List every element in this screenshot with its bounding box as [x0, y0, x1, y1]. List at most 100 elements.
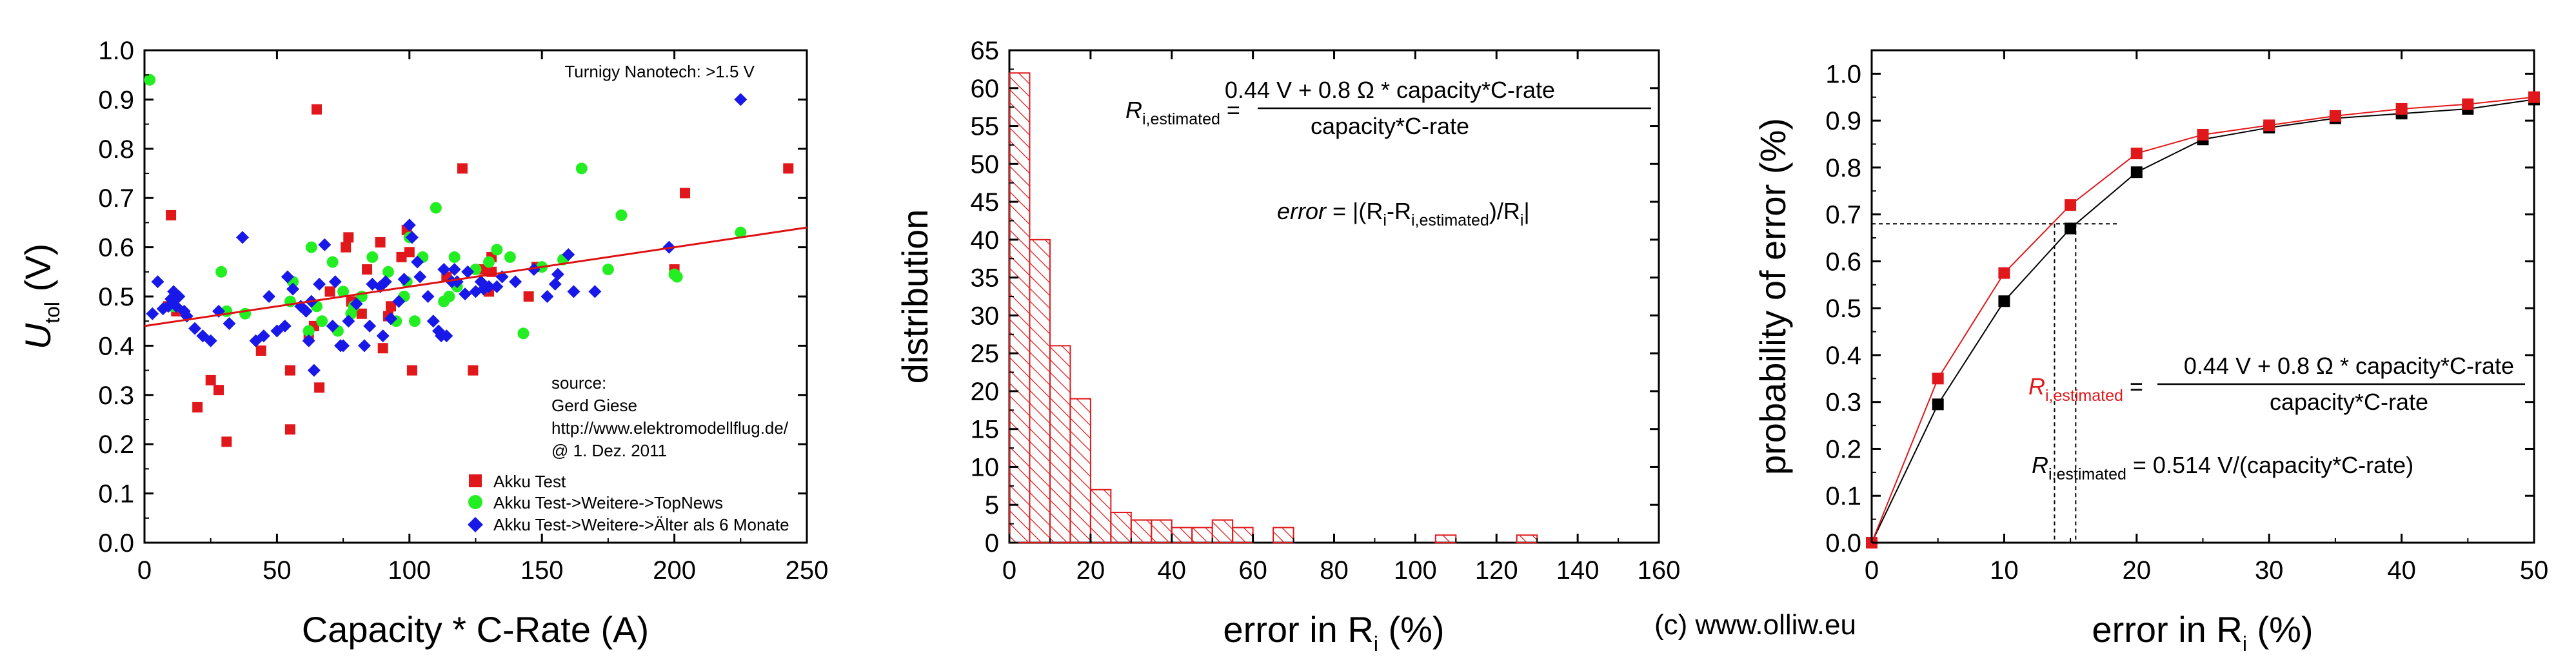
x-tick-label: 0: [1865, 556, 1879, 585]
data-point-red: [341, 242, 352, 253]
formula-denominator: capacity*C-rate: [1311, 113, 1469, 139]
x-axis-label: error in Ri (%): [2092, 609, 2313, 655]
data-point-blue: [397, 273, 411, 286]
data-point-red: [404, 247, 415, 258]
histogram-bar: [1516, 534, 1538, 544]
data-point-green: [144, 73, 156, 86]
y-tick-label: 25: [971, 340, 1000, 368]
data-point-green: [382, 266, 394, 278]
data-point-green: [602, 263, 614, 275]
data-point-green: [735, 226, 747, 238]
data-point-blue: [413, 270, 427, 284]
data-point-blue: [307, 364, 321, 377]
legend-label: Akku Test->Weitere->TopNews: [493, 493, 723, 512]
x-axis-label: error in Ri (%): [1223, 609, 1444, 655]
data-point-blue: [146, 307, 159, 320]
x-tick-label: 200: [653, 556, 696, 585]
data-point-blue: [235, 231, 249, 244]
axes: 0 10 20 30 40 50 0.0 0.1 0.2 0.3 0.4 0.5 0.6 0.7 0.8 0.…: [1825, 50, 2548, 585]
data-point-black: [1998, 295, 2010, 307]
y-tick-label: 0.3: [98, 382, 134, 410]
data-point-red: [324, 286, 335, 297]
formula-numerator: 0.44 V + 0.8 Ω * capacity*C-rate: [2184, 353, 2514, 379]
data-point-green: [302, 325, 315, 337]
data-point-red: [284, 424, 295, 435]
x-tick-label: 10: [1990, 556, 2019, 585]
fit-line: [144, 226, 807, 327]
data-point-red: [2065, 199, 2077, 211]
data-point-blue: [278, 319, 292, 333]
y-tick-label: 10: [971, 453, 1000, 481]
data-point-blue: [156, 302, 170, 316]
y-tick-label: 0.5: [98, 283, 134, 311]
histogram-bar: [1110, 511, 1132, 544]
data-point-black: [2065, 222, 2077, 235]
data-point-blue: [172, 290, 186, 303]
data-point-red: [375, 237, 386, 248]
data-point-blue: [551, 267, 564, 281]
x-tick-label: 140: [1556, 556, 1600, 585]
data-point-red: [255, 345, 266, 356]
data-point-blue: [405, 231, 419, 244]
data-point-green: [305, 241, 317, 253]
data-point-blue: [379, 275, 392, 289]
data-point-red: [2130, 148, 2143, 160]
data-point-red: [2395, 102, 2408, 115]
data-point-blue: [440, 329, 453, 343]
data-point-blue: [151, 275, 164, 289]
x-tick-label: 100: [388, 556, 431, 585]
data-point-blue: [188, 322, 202, 335]
data-point-blue: [490, 280, 504, 293]
data-point-red: [2329, 110, 2341, 122]
data-point-green: [430, 202, 442, 214]
data-point-green: [443, 291, 455, 302]
histogram-bar: [1171, 527, 1193, 544]
data-point-red: [457, 163, 468, 174]
data-point-blue: [302, 334, 315, 347]
data-point-blue: [326, 319, 339, 333]
data-point-green: [517, 327, 530, 340]
axes: 0 20 40 60 80 100 120 140 160 0 5 10 15 20 25 30 35 40 45 5…: [971, 37, 1681, 585]
chart-error-distribution: 0 20 40 60 80 100 120 140 160 0 5 10 15 20 25 30 35 40 45 5…: [895, 37, 1680, 655]
data-point-blue: [411, 255, 424, 269]
data-point-blue: [540, 290, 554, 303]
data-point-blue: [384, 312, 398, 325]
histogram-bar: [1049, 345, 1071, 544]
y-tick-label: 0.7: [98, 184, 134, 213]
data-point-red: [362, 264, 373, 275]
formula-lhs: Ri,estimated =: [2028, 373, 2143, 405]
data-point-blue: [263, 290, 276, 303]
x-tick-label: 20: [1076, 556, 1105, 585]
source-line: source:: [551, 373, 606, 393]
histogram-bar: [1089, 489, 1112, 544]
data-point-red: [377, 343, 388, 354]
data-point-red: [2263, 119, 2275, 131]
data-point-red: [523, 291, 534, 302]
data-point-blue: [482, 280, 496, 293]
data-point-red: [406, 365, 417, 376]
y-tick-label: 0.2: [98, 431, 134, 459]
series-lines: [1866, 91, 2540, 548]
legend-marker-green: [468, 495, 482, 509]
data-point-green: [316, 315, 328, 327]
y-tick-label: 1.0: [98, 37, 134, 65]
y-tick-label: 0.2: [1825, 435, 1861, 463]
histogram-bar: [1273, 527, 1294, 544]
formula-lhs: Ri,estimated =: [1125, 97, 1240, 128]
source-line: Gerd Giese: [551, 396, 637, 415]
data-point-blue: [421, 290, 435, 303]
formula-denominator: capacity*C-rate: [2270, 389, 2428, 415]
y-tick-label: 30: [971, 302, 1000, 330]
y-tick-label: 0.6: [1825, 248, 1861, 276]
y-tick-label: 0.0: [1825, 529, 1861, 558]
data-point-blue: [734, 93, 748, 106]
data-point-blue: [223, 317, 236, 331]
histogram-bar: [1130, 519, 1153, 544]
data-point-red: [468, 365, 479, 376]
data-point-red: [2197, 128, 2209, 141]
data-point-red: [356, 308, 367, 319]
y-tick-label: 0.1: [98, 480, 134, 509]
data-point-green: [575, 162, 588, 175]
data-point-red: [680, 188, 691, 199]
data-point-green: [671, 271, 683, 283]
